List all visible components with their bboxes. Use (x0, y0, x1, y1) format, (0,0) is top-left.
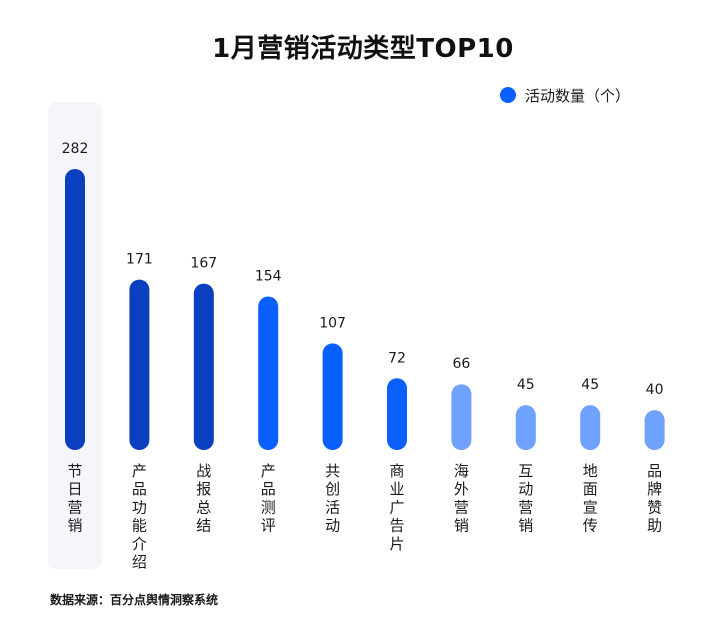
bar-6 (387, 378, 407, 450)
legend: 活动数量（个） (500, 84, 630, 106)
value-label-2: 171 (126, 252, 153, 268)
bar-5 (322, 343, 343, 450)
data-source-note: 数据来源：百分点舆情洞察系统 (50, 593, 219, 607)
value-label-6: 72 (388, 350, 406, 366)
category-label-4: 产品测评 (261, 462, 276, 535)
value-label-10: 40 (646, 382, 664, 398)
bar-7 (451, 384, 472, 450)
value-label-4: 154 (255, 269, 282, 285)
bar-1 (65, 169, 85, 450)
bar-10 (644, 410, 665, 450)
bar-4 (258, 296, 279, 450)
category-label-10: 品牌赞助 (647, 462, 662, 535)
value-label-3: 167 (190, 256, 217, 272)
legend-label: 活动数量（个） (525, 86, 631, 105)
chart-title: 1月营销活动类型TOP10 (212, 34, 514, 64)
category-label-3: 战报总结 (196, 462, 211, 535)
legend-swatch (500, 87, 516, 103)
bar-9 (580, 405, 601, 450)
category-label-6: 商业广告片 (389, 462, 404, 553)
bar-3 (193, 283, 214, 450)
bar-8 (515, 405, 536, 450)
category-label-7: 海外营销 (454, 462, 469, 535)
value-label-1: 282 (62, 141, 89, 157)
category-label-9: 地面宣传 (583, 462, 598, 535)
category-label-1: 节日营销 (67, 462, 82, 535)
value-label-7: 66 (452, 356, 470, 372)
category-label-5: 共创活动 (325, 462, 340, 535)
value-label-8: 45 (517, 377, 535, 393)
category-label-2: 产品功能介绍 (132, 462, 147, 571)
category-label-8: 互动营销 (518, 462, 533, 535)
value-label-5: 107 (319, 315, 346, 331)
value-label-9: 45 (581, 377, 599, 393)
bar-2 (129, 279, 150, 450)
